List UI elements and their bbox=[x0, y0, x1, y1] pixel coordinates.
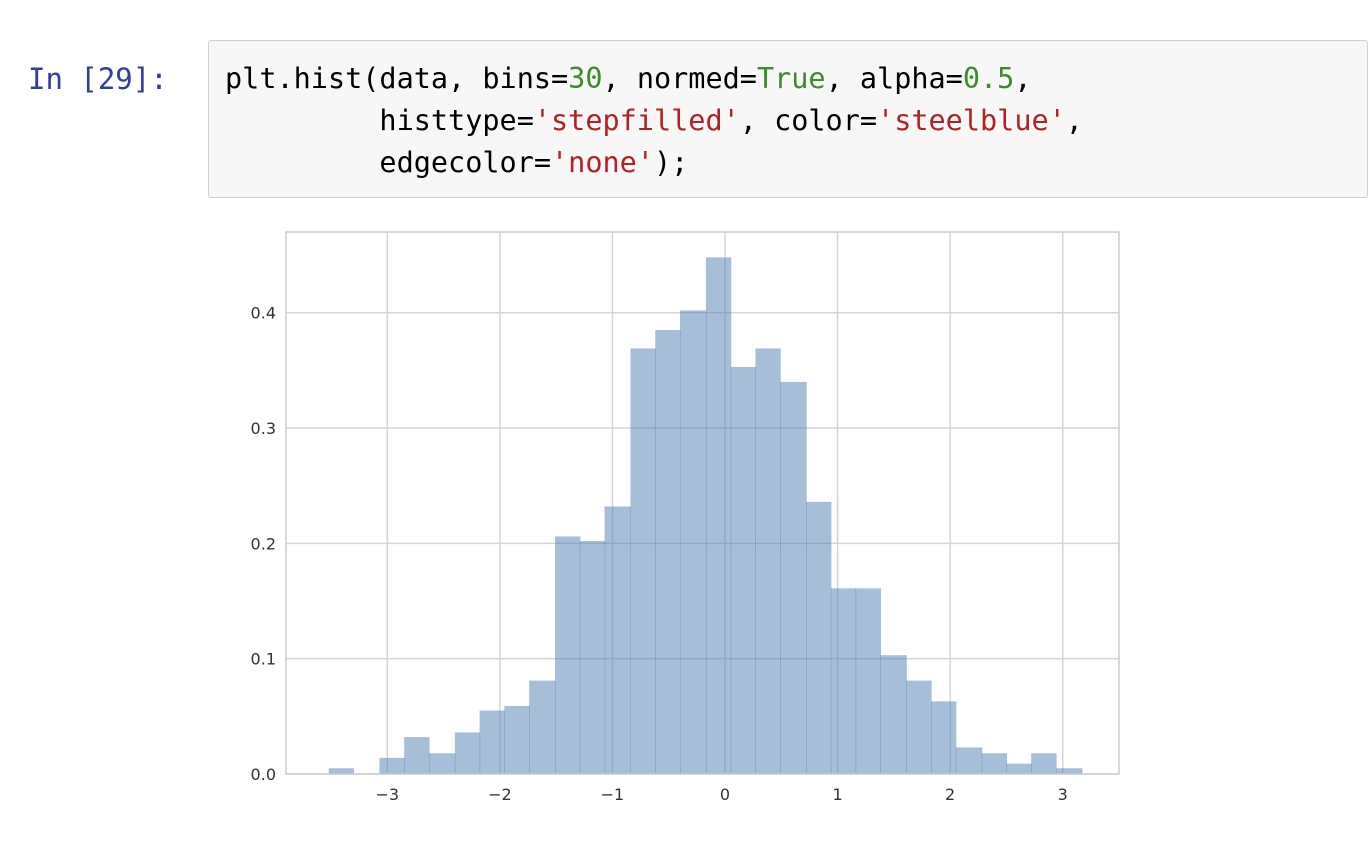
histogram-bar bbox=[379, 757, 405, 774]
y-tick-label: 0.4 bbox=[251, 304, 276, 323]
code-token: 0.5 bbox=[962, 62, 1015, 95]
code-token: , bbox=[1014, 62, 1032, 95]
histogram-chart: −3 −2 −1 0 1 2 3 0.0 0.1 0.2 0.3 0.4 bbox=[251, 231, 1120, 804]
code-token: histtype= bbox=[225, 104, 534, 137]
code-token: 'stepfilled' bbox=[533, 104, 740, 137]
histogram-bar bbox=[955, 747, 983, 774]
histogram-bar bbox=[655, 330, 681, 774]
histogram-bar bbox=[780, 381, 807, 774]
x-tick-label: 3 bbox=[1058, 785, 1068, 804]
histogram-bar bbox=[579, 541, 606, 774]
code-token: , color= bbox=[739, 104, 878, 137]
histogram-bar bbox=[679, 310, 707, 774]
histogram-bar bbox=[328, 768, 355, 774]
y-tick-label: 0.3 bbox=[251, 419, 276, 438]
input-prompt: In [29]: bbox=[28, 62, 168, 96]
histogram-bar bbox=[1055, 768, 1083, 774]
code-cell[interactable]: plt.hist(data, bins=30, normed=True, alp… bbox=[208, 40, 1368, 198]
code-line: histtype='stepfilled', color='steelblue'… bbox=[225, 100, 1083, 142]
histogram-bar bbox=[906, 680, 932, 774]
histogram-bar bbox=[855, 588, 881, 774]
histogram-bar bbox=[529, 680, 556, 774]
x-tick-label: −2 bbox=[488, 785, 512, 804]
histogram-bar bbox=[880, 655, 907, 774]
x-tick-label: 1 bbox=[832, 785, 842, 804]
code-token: 30 bbox=[568, 62, 603, 95]
code-token: , normed= bbox=[602, 62, 757, 95]
histogram-bar bbox=[428, 753, 456, 774]
code-token: , alpha= bbox=[825, 62, 963, 95]
histogram-bar bbox=[555, 536, 581, 774]
histogram-bar bbox=[730, 366, 757, 774]
code-token: 'steelblue' bbox=[877, 104, 1066, 137]
histogram-bar bbox=[755, 348, 781, 774]
code-token: True bbox=[756, 62, 826, 95]
code-token: 'none' bbox=[551, 146, 654, 179]
y-tick-label: 0.2 bbox=[251, 534, 276, 553]
code-line: edgecolor='none'); bbox=[225, 142, 1083, 184]
histogram-bar bbox=[404, 737, 430, 774]
histogram-bar bbox=[504, 705, 530, 774]
histogram-bar bbox=[630, 348, 656, 774]
x-tick-label: 2 bbox=[945, 785, 955, 804]
histogram-bar bbox=[479, 710, 505, 774]
y-tick-label: 0.0 bbox=[251, 765, 276, 784]
code-editor[interactable]: plt.hist(data, bins=30, normed=True, alp… bbox=[225, 58, 1083, 184]
histogram-bar bbox=[806, 501, 832, 774]
x-tick-label: 0 bbox=[720, 785, 730, 804]
histogram-bar bbox=[705, 257, 732, 774]
histogram-bar bbox=[1031, 753, 1057, 774]
code-token: , bbox=[1065, 104, 1083, 137]
code-token: edgecolor= bbox=[225, 146, 552, 179]
axes-frame bbox=[285, 231, 1120, 775]
code-token: plt.hist(data, bins= bbox=[225, 62, 569, 95]
histogram-bar bbox=[830, 588, 857, 774]
y-tick-label: 0.1 bbox=[251, 650, 276, 669]
histogram-bar bbox=[604, 506, 632, 774]
histogram-bar bbox=[981, 753, 1008, 774]
x-tick-label: −3 bbox=[376, 785, 400, 804]
histogram-bar bbox=[931, 701, 957, 774]
histogram-bar bbox=[454, 732, 481, 774]
x-tick-label: −1 bbox=[601, 785, 625, 804]
code-token: ); bbox=[653, 146, 689, 179]
histogram-bar bbox=[1006, 763, 1032, 774]
code-line: plt.hist(data, bins=30, normed=True, alp… bbox=[225, 58, 1083, 100]
